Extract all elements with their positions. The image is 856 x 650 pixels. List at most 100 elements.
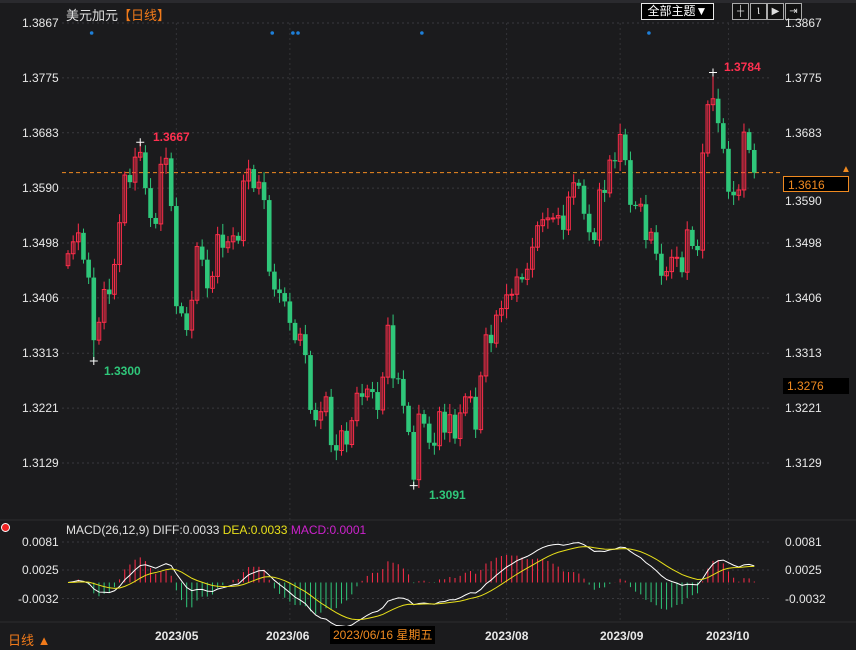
candle [375, 382, 380, 419]
y-tick-label-left: 1.3775 [22, 70, 59, 85]
extreme-marker [89, 357, 98, 366]
indicator-settings-icon[interactable] [1, 523, 10, 532]
macd-tick-label-left: -0.0032 [18, 591, 59, 606]
candle-body [127, 175, 133, 183]
candle [261, 172, 267, 210]
candle [359, 383, 365, 406]
candle [318, 401, 324, 430]
candle-body [416, 413, 422, 481]
scroll-up-icon[interactable]: ▲ [841, 164, 851, 175]
candle-body [117, 222, 122, 265]
candle [174, 197, 179, 314]
candle [447, 403, 453, 443]
candle [122, 171, 128, 226]
candle-body [432, 442, 437, 446]
extreme-marker [409, 481, 418, 490]
candle-body [710, 98, 716, 106]
candle [272, 263, 277, 297]
candle-body [266, 200, 272, 272]
candle [633, 201, 638, 210]
candle-body [452, 414, 458, 439]
candle-body [96, 321, 102, 341]
candle-body [684, 229, 690, 273]
candle-body [334, 445, 339, 451]
candle-body [179, 306, 184, 314]
candle-body [395, 378, 401, 380]
candle-body [163, 157, 169, 165]
play-forward-icon[interactable]: ▶ [767, 3, 784, 20]
candle [370, 381, 375, 399]
x-tick-label: 2023/10 [706, 629, 750, 643]
candle-body [426, 423, 432, 443]
candle [210, 271, 215, 293]
candle [297, 327, 303, 346]
candle [395, 372, 401, 385]
candle-body [70, 241, 76, 255]
candle [241, 174, 246, 247]
range-icon[interactable]: Ⲓ [750, 3, 767, 20]
reference-price-tag: 1.3276 [783, 378, 849, 394]
candle-body [132, 156, 138, 183]
y-tick-label-right: 1.3406 [785, 290, 822, 305]
timeframe-tag: 【日线】 [118, 8, 171, 23]
candle-body [158, 163, 164, 225]
candle-body [277, 289, 282, 294]
candle-body [313, 409, 318, 421]
y-tick-label-left: 1.3590 [22, 181, 59, 196]
candle [550, 212, 556, 223]
extreme-marker [136, 138, 145, 147]
candle [535, 221, 540, 252]
candle [468, 390, 473, 403]
candle [199, 239, 205, 267]
candle-body [199, 246, 205, 260]
candle [726, 140, 731, 199]
candle-body [137, 151, 143, 158]
candle-body [715, 98, 721, 124]
candle-body [406, 405, 411, 432]
candle [416, 404, 422, 489]
candle [158, 156, 164, 232]
candle [463, 393, 468, 417]
candle [143, 145, 148, 195]
crosshair-icon[interactable]: ┼ [732, 3, 749, 20]
candle-body [194, 246, 200, 301]
candle [746, 128, 752, 154]
candle-body [364, 388, 370, 398]
candle [136, 138, 145, 162]
candle [653, 225, 659, 261]
candle-body [638, 203, 644, 207]
period-selector[interactable]: 日线 ▲ [8, 633, 51, 648]
candle [442, 403, 447, 440]
candle-body [328, 396, 334, 446]
candle [700, 143, 705, 259]
dea-value: DEA:0.0033 [222, 523, 288, 537]
candle-body [545, 217, 551, 221]
candle [612, 152, 618, 169]
candle [406, 402, 411, 436]
candle-body [339, 430, 344, 451]
jump-end-icon[interactable]: ⇥ [785, 3, 802, 20]
candle [566, 191, 571, 236]
y-tick-label-left: 1.3313 [22, 346, 59, 361]
candle [540, 212, 546, 233]
candle-body [535, 225, 540, 248]
candle [731, 180, 736, 205]
candle-body [493, 314, 499, 344]
candle-body [174, 206, 179, 307]
theme-dropdown-button[interactable]: 全部主题▼ [641, 3, 714, 20]
candle [432, 432, 437, 455]
candle-body [375, 392, 380, 410]
candle-body [122, 174, 128, 224]
candle-body [272, 271, 277, 290]
candle-body [153, 217, 159, 224]
candle [390, 314, 396, 388]
candle-body [143, 152, 148, 189]
candle [86, 252, 91, 285]
candle [282, 287, 288, 307]
candle-body [597, 189, 602, 241]
candle-body [648, 231, 654, 241]
candle [132, 147, 138, 191]
x-tick-label: 2023/09 [600, 629, 644, 643]
candle [669, 249, 675, 279]
